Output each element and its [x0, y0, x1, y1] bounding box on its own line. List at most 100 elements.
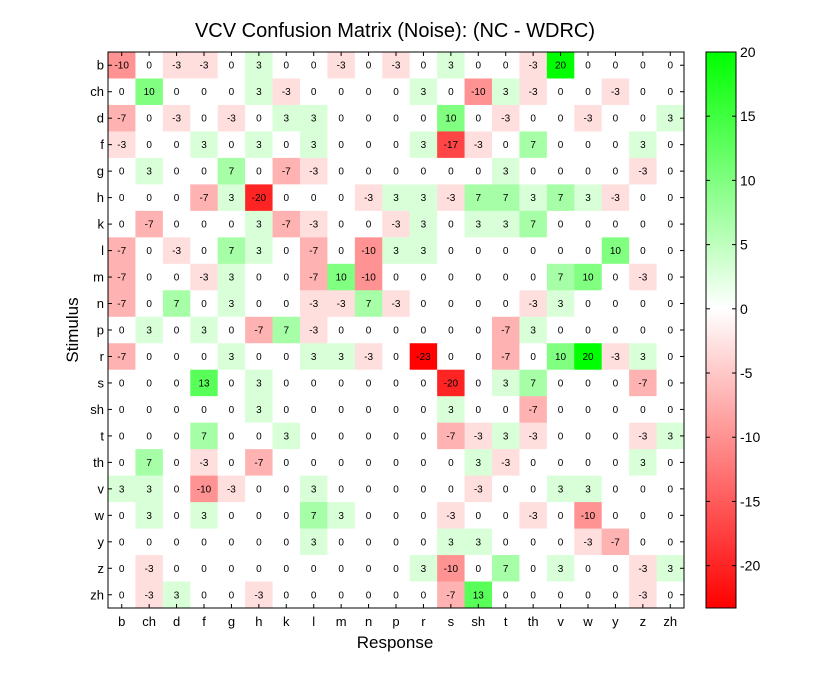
cell-value-label: 0 — [558, 114, 564, 125]
cell-value-label: 0 — [256, 431, 262, 442]
y-tick-label: k — [98, 217, 105, 232]
heatmap-cell — [409, 131, 438, 159]
heatmap-cell — [437, 263, 465, 291]
cell-value-label: 0 — [558, 405, 564, 416]
heatmap-cell — [656, 131, 685, 159]
heatmap-cell — [217, 422, 246, 450]
heatmap-cell — [245, 396, 273, 424]
heatmap-cell — [656, 237, 685, 265]
heatmap-cell — [601, 237, 630, 265]
heatmap-cell — [409, 237, 438, 265]
heatmap-cell — [190, 210, 219, 238]
heatmap-cell — [546, 555, 575, 582]
cell-value-label: 0 — [585, 564, 591, 575]
heatmap-cell — [546, 184, 575, 212]
heatmap-cell — [601, 581, 630, 609]
heatmap-cell — [300, 104, 328, 132]
heatmap-cell — [437, 396, 465, 424]
cell-value-label: 0 — [366, 564, 372, 575]
cell-value-label: 0 — [119, 87, 125, 98]
heatmap-cell — [437, 131, 465, 159]
heatmap-cell — [108, 131, 136, 159]
cell-value-label: 0 — [146, 431, 152, 442]
heatmap-cell — [574, 369, 603, 397]
heatmap-cell — [135, 184, 164, 212]
cell-value-label: 7 — [201, 431, 207, 442]
heatmap-cell — [437, 502, 465, 529]
x-tick-label: m — [336, 614, 347, 629]
heatmap-cell — [492, 316, 520, 344]
cell-value-label: -3 — [227, 114, 236, 125]
heatmap-cell — [546, 502, 575, 529]
heatmap-cell — [492, 581, 520, 609]
cell-value-label: 0 — [613, 299, 619, 310]
heatmap-cell — [574, 528, 603, 556]
cell-value-label: 0 — [668, 458, 674, 469]
cell-value-label: 10 — [336, 273, 348, 284]
cell-value-label: 0 — [393, 564, 399, 575]
heatmap-cell — [464, 343, 493, 371]
heatmap-cell — [217, 131, 246, 159]
heatmap-cell — [492, 422, 520, 450]
cell-value-label: 3 — [393, 193, 399, 204]
cell-value-label: 0 — [366, 87, 372, 98]
cell-value-label: 0 — [421, 167, 427, 178]
heatmap-cell — [382, 104, 411, 132]
cell-value-label: 0 — [201, 299, 207, 310]
heatmap-cell — [135, 52, 164, 79]
heatmap-cell — [300, 396, 328, 424]
cell-value-label: 0 — [668, 326, 674, 337]
cell-value-label: 3 — [448, 61, 454, 72]
heatmap-cell — [272, 263, 301, 291]
heatmap-cell — [272, 396, 301, 424]
heatmap-cell — [135, 422, 164, 450]
heatmap-cell — [272, 290, 301, 318]
heatmap-cell — [190, 502, 219, 529]
heatmap-cell — [546, 237, 575, 265]
heatmap-cell — [656, 316, 685, 344]
heatmap-cell — [190, 581, 219, 609]
cell-value-label: 0 — [421, 114, 427, 125]
cell-value-label: -7 — [446, 590, 455, 601]
cell-value-label: 0 — [311, 405, 317, 416]
cell-value-label: 0 — [448, 220, 454, 231]
heatmap-cell — [409, 422, 438, 450]
cell-value-label: 0 — [146, 61, 152, 72]
cell-value-label: 0 — [530, 273, 536, 284]
heatmap-cell — [245, 369, 273, 397]
cell-value-label: 0 — [338, 484, 344, 495]
heatmap-cell — [574, 131, 603, 159]
cell-value-label: 0 — [613, 458, 619, 469]
cell-value-label: 3 — [585, 193, 591, 204]
cell-value-label: 0 — [503, 590, 509, 601]
heatmap-cell — [190, 52, 219, 79]
cell-value-label: 0 — [393, 167, 399, 178]
cell-value-label: 0 — [668, 273, 674, 284]
cell-value-label: 0 — [201, 114, 207, 125]
heatmap-cell — [656, 210, 685, 238]
heatmap-cell — [245, 475, 273, 503]
cell-value-label: 0 — [284, 140, 290, 151]
cell-value-label: -3 — [611, 193, 620, 204]
x-tick-label: sh — [471, 614, 485, 629]
heatmap-cell — [245, 581, 273, 609]
heatmap-cell — [354, 422, 383, 450]
cell-value-label: 0 — [448, 458, 454, 469]
cell-value-label: -3 — [392, 299, 401, 310]
cell-value-label: 3 — [476, 537, 482, 548]
cell-value-label: 0 — [174, 458, 180, 469]
cell-value-label: 0 — [530, 114, 536, 125]
heatmap-cell — [409, 263, 438, 291]
cell-value-label: 0 — [530, 537, 536, 548]
cell-value-label: 3 — [201, 140, 207, 151]
cell-value-label: -20 — [444, 378, 459, 389]
y-tick-label: m — [93, 270, 104, 285]
heatmap-cell — [382, 237, 411, 265]
heatmap-cell — [135, 449, 164, 477]
heatmap-cell — [382, 555, 411, 582]
heatmap-cell — [492, 131, 520, 159]
heatmap-cell — [409, 316, 438, 344]
x-tick-label: y — [612, 614, 619, 629]
y-tick-label: s — [98, 375, 105, 390]
cell-value-label: 3 — [585, 484, 591, 495]
